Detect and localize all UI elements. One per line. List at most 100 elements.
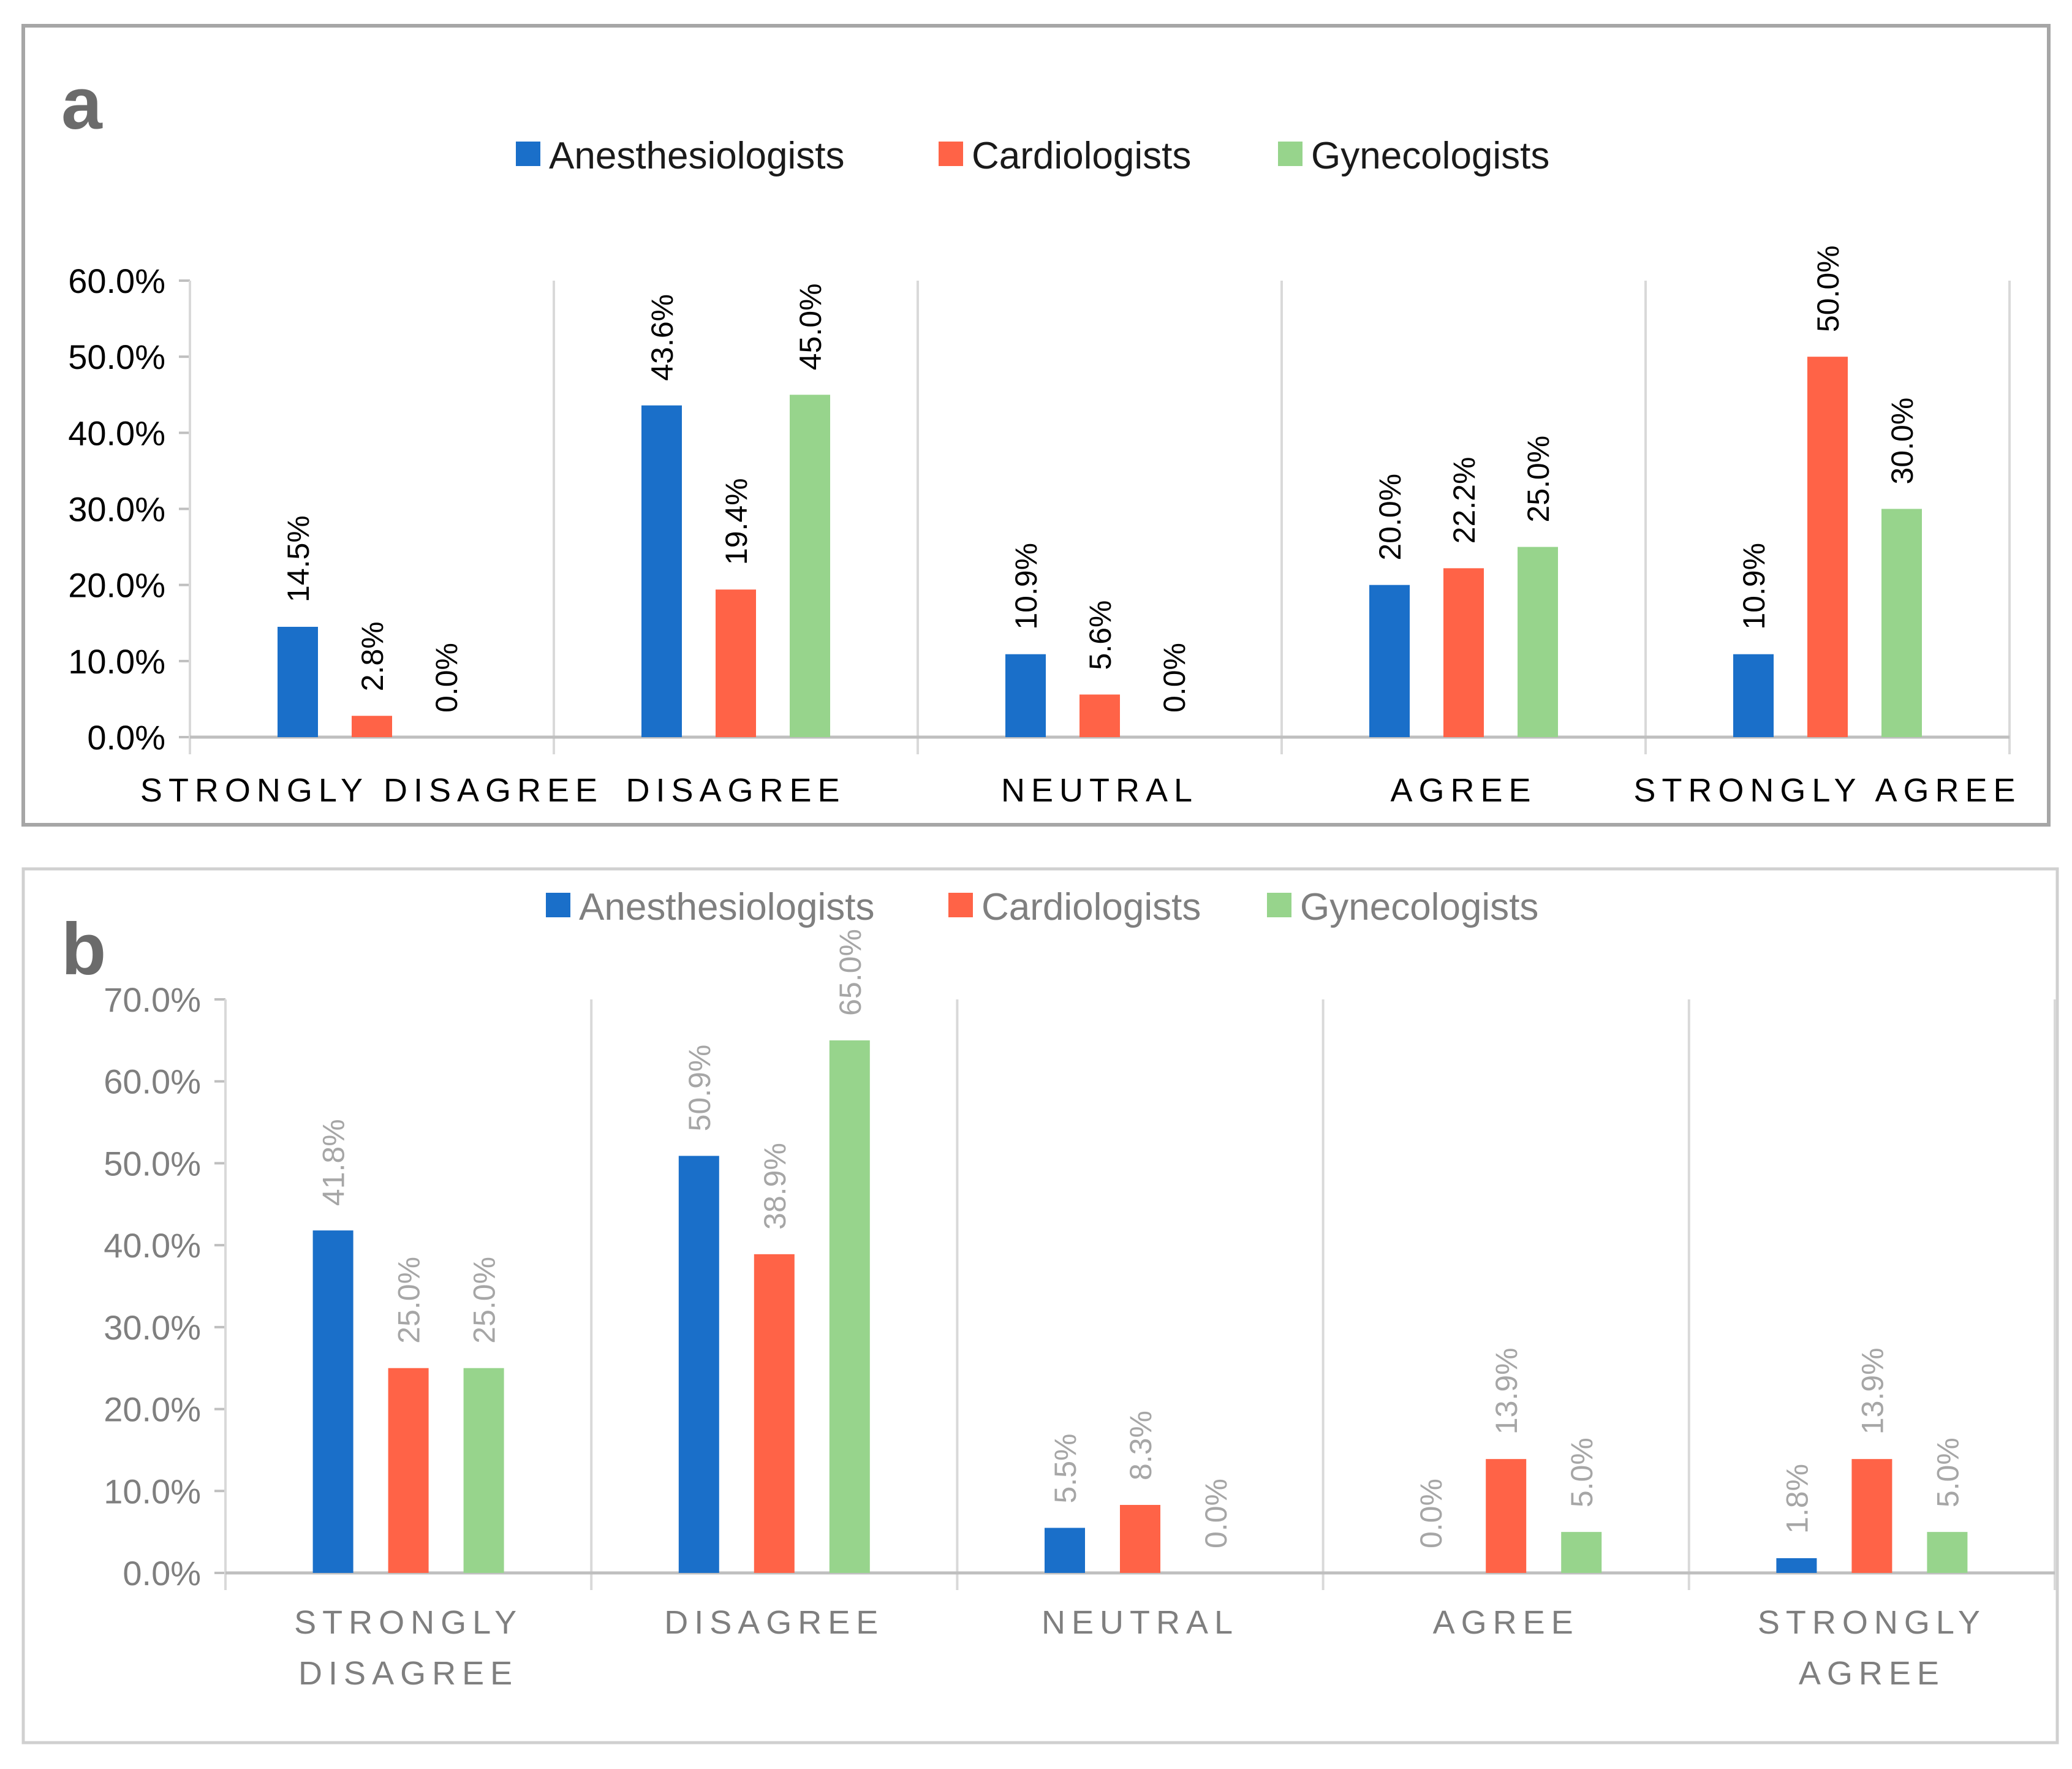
chart-b: 0.0% 10.0% 20.0% 30.0% 40.0% 50.0% 60.0% 70.0% 4… (104, 886, 2056, 1692)
bar-value-label: 0.0% (1199, 1479, 1233, 1548)
bar-anesthesiologists (1776, 1558, 1817, 1573)
category-label: DISAGREE (298, 1655, 518, 1692)
bar-value-label: 25.0% (392, 1257, 426, 1344)
bar-value-label: 43.6% (645, 294, 679, 381)
y-tick-label: 30.0% (68, 490, 165, 529)
bar-anesthesiologists (278, 626, 318, 737)
bar-value-label: 10.9% (1009, 543, 1043, 630)
bar-value-label: 0.0% (1414, 1479, 1448, 1548)
category-label: AGREE (1799, 1655, 1945, 1692)
bar-value-label: 10.9% (1737, 543, 1771, 630)
y-tick-label: 10.0% (68, 642, 165, 681)
bar-anesthesiologists (641, 405, 682, 737)
bar-gynecologists (1881, 509, 1922, 737)
legend-label: Cardiologists (981, 886, 1201, 928)
chart-a: 0.0% 10.0% 20.0% 30.0% 40.0% 50.0% 60.0% 14.5% 4… (68, 135, 2021, 809)
bar-anesthesiologists (1369, 585, 1410, 737)
y-tick-label: 40.0% (68, 414, 165, 452)
y-tick-label: 20.0% (104, 1390, 201, 1429)
y-tick-label: 50.0% (68, 338, 165, 376)
bar-cardiologists (1851, 1459, 1892, 1573)
bar-gynecologists (1927, 1532, 1968, 1573)
legend-label: Gynecologists (1311, 135, 1549, 177)
legend-swatch (1278, 142, 1303, 166)
bar-gynecologists (790, 395, 830, 737)
category-label: STRONGLY AGREE (1633, 772, 2021, 809)
bar-cardiologists (754, 1254, 795, 1573)
bar-value-label: 20.0% (1373, 474, 1407, 561)
bar-value-label: 5.6% (1083, 600, 1117, 670)
category-label: NEUTRAL (1001, 772, 1198, 809)
y-tick-label: 0.0% (87, 718, 165, 757)
panel-a-letter: a (61, 63, 103, 145)
category-label: NEUTRAL (1042, 1604, 1239, 1641)
bar-anesthesiologists (312, 1230, 354, 1573)
bar-value-label: 50.9% (682, 1045, 717, 1132)
bar-cardiologists (1807, 357, 1848, 737)
bar-anesthesiologists (678, 1156, 719, 1573)
y-tick-label: 40.0% (104, 1226, 201, 1265)
bar-value-label: 0.0% (429, 643, 464, 713)
category-label: STRONGLY (294, 1604, 523, 1641)
bar-value-label: 25.0% (1521, 436, 1556, 523)
bar-anesthesiologists (1045, 1528, 1085, 1573)
category-label: DISAGREE (626, 772, 845, 809)
bar-value-label: 25.0% (467, 1257, 502, 1344)
bar-value-label: 38.9% (758, 1143, 792, 1230)
category-label: STRONGLY (1758, 1604, 1986, 1641)
bar-value-label: 13.9% (1855, 1347, 1889, 1434)
bar-value-label: 8.3% (1124, 1411, 1158, 1480)
bar-cardiologists (1443, 568, 1484, 737)
bar-value-label: 65.0% (833, 929, 868, 1016)
bar-anesthesiologists (1733, 654, 1774, 737)
legend-label: Anesthesiologists (549, 135, 845, 177)
category-label: STRONGLY DISAGREE (140, 772, 603, 809)
bar-value-label: 0.0% (1157, 643, 1192, 713)
bar-value-label: 2.8% (355, 621, 390, 691)
legend-label: Gynecologists (1300, 886, 1538, 928)
category-label: AGREE (1390, 772, 1537, 809)
bar-gynecologists (1518, 547, 1558, 737)
bar-gynecologists (463, 1368, 504, 1573)
y-tick-label: 60.0% (104, 1063, 201, 1101)
legend-swatch (939, 142, 963, 166)
bar-gynecologists (829, 1040, 870, 1573)
bar-value-label: 22.2% (1447, 457, 1481, 544)
legend-swatch (1267, 893, 1291, 917)
legend-swatch (546, 893, 570, 917)
panel-b-letter: b (61, 908, 106, 990)
legend-swatch (948, 893, 973, 917)
y-tick-label: 70.0% (104, 980, 201, 1019)
category-label: AGREE (1433, 1604, 1579, 1641)
bar-value-label: 50.0% (1811, 245, 1845, 332)
bar-cardiologists (716, 589, 756, 737)
bar-cardiologists (352, 716, 392, 737)
bar-value-label: 30.0% (1885, 398, 1919, 485)
bar-value-label: 45.0% (793, 283, 828, 370)
bar-value-label: 14.5% (281, 515, 316, 602)
bar-cardiologists (1120, 1505, 1160, 1573)
bar-gynecologists (1561, 1532, 1602, 1573)
y-tick-label: 20.0% (68, 566, 165, 605)
category-label: DISAGREE (664, 1604, 884, 1641)
bar-value-label: 1.8% (1780, 1464, 1814, 1534)
bar-value-label: 5.5% (1048, 1433, 1083, 1503)
legend-label: Cardiologists (972, 135, 1191, 177)
y-tick-label: 30.0% (104, 1308, 201, 1347)
legend-label: Anesthesiologists (579, 886, 875, 928)
bar-anesthesiologists (1005, 654, 1046, 737)
bar-value-label: 5.0% (1930, 1438, 1965, 1507)
bar-cardiologists (1486, 1459, 1527, 1573)
bar-value-label: 5.0% (1565, 1438, 1599, 1507)
y-tick-label: 0.0% (123, 1554, 201, 1593)
bar-value-label: 41.8% (317, 1119, 351, 1206)
bar-cardiologists (1079, 694, 1120, 737)
bar-value-label: 19.4% (719, 478, 754, 565)
y-tick-label: 10.0% (104, 1472, 201, 1510)
legend-swatch (516, 142, 540, 166)
panel-b-frame (21, 867, 2059, 1744)
y-tick-label: 50.0% (104, 1144, 201, 1183)
y-tick-label: 60.0% (68, 262, 165, 300)
